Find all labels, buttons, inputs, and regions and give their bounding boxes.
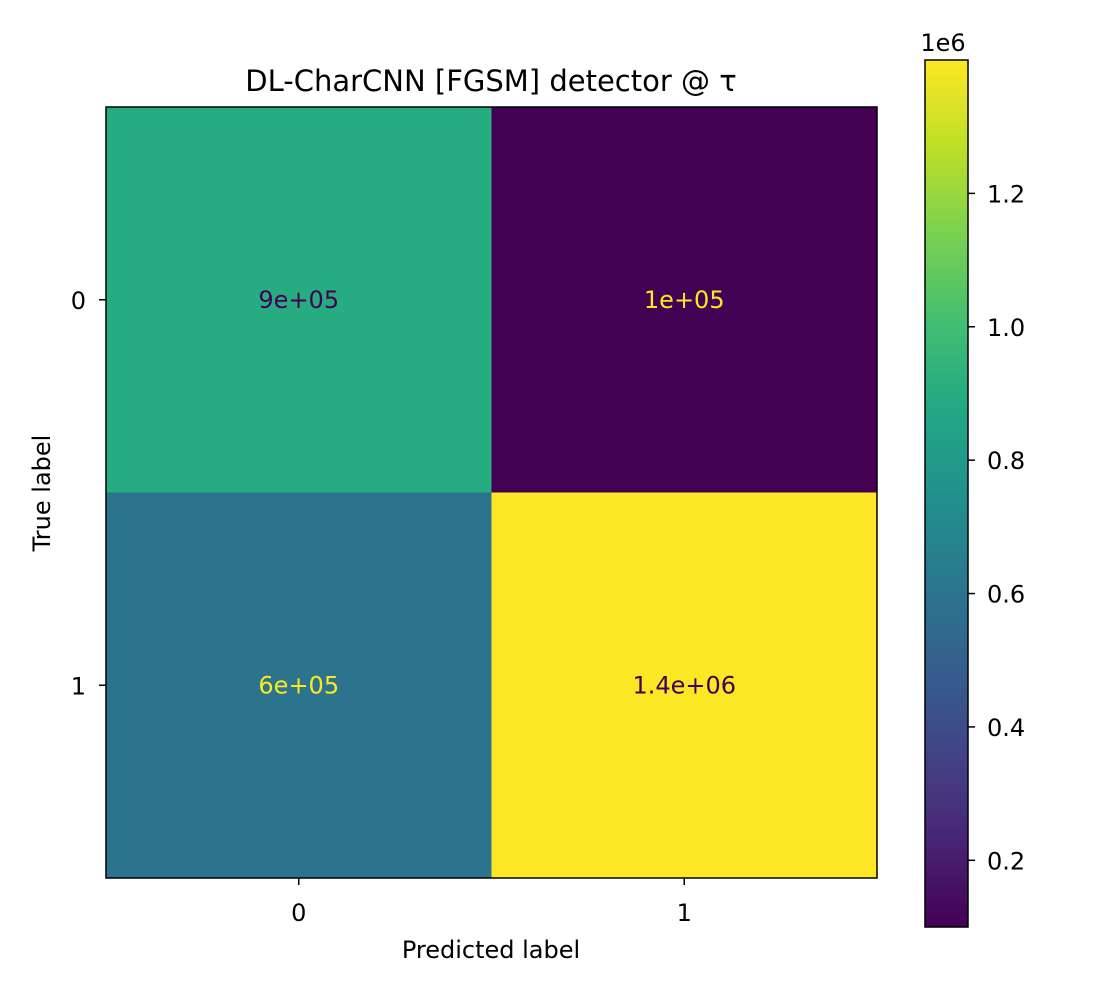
- colorbar-tick-label: 0.4: [987, 714, 1025, 742]
- y-tick-label: 1: [71, 672, 86, 700]
- plot-frame: [105, 106, 878, 879]
- matrix-cells: 9e+05 1e+05 6e+05 1.4e+06: [106, 107, 878, 879]
- colorbar-tick-label: 1.0: [987, 314, 1025, 342]
- cell-value-label: 1e+05: [644, 286, 725, 314]
- colorbar-ticks: 0.2 0.4 0.6 0.8 1.0 1.2: [968, 180, 1025, 875]
- matrix-cell: [491, 492, 878, 879]
- x-tick-label: 1: [677, 899, 692, 927]
- matrix-cell: [491, 107, 878, 493]
- colorbar-scale-label: 1e6: [920, 29, 965, 57]
- cell-value-label: 9e+05: [258, 286, 339, 314]
- matrix-cell: [106, 107, 492, 493]
- y-tick-label: 0: [71, 287, 86, 315]
- colorbar-tick-label: 0.8: [987, 447, 1025, 475]
- colorbar: [924, 59, 969, 928]
- cell-value-label: 1.4e+06: [632, 671, 736, 699]
- colorbar-tick-label: 0.2: [987, 847, 1025, 875]
- cell-value-label: 6e+05: [258, 671, 339, 699]
- x-tick-label: 0: [291, 899, 306, 927]
- y-axis-ticks: 01: [71, 287, 106, 700]
- chart-title: DL-CharCNN [FGSM] detector @ τ: [245, 64, 736, 98]
- x-axis-label: Predicted label: [402, 936, 580, 964]
- matrix-cell: [106, 492, 492, 879]
- y-axis-label: True label: [28, 435, 56, 553]
- colorbar-tick-label: 1.2: [987, 180, 1025, 208]
- colorbar-tick-label: 0.6: [987, 581, 1025, 609]
